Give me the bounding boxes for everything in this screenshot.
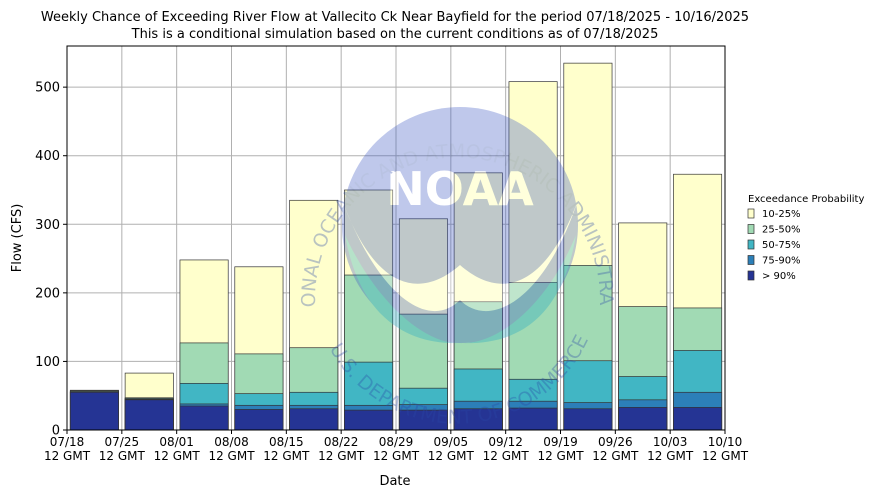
x-tick-label: 10/10 — [708, 435, 743, 449]
bar-segment — [618, 407, 668, 431]
y-tick-label: 0 — [52, 424, 60, 439]
x-tick-label: 12 GMT — [208, 449, 255, 463]
x-tick-label: 12 GMT — [647, 449, 694, 463]
grid — [66, 46, 726, 431]
x-tick-label: 07/18 — [50, 435, 85, 449]
bar-segment — [289, 408, 339, 431]
chart-title: Weekly Chance of Exceeding River Flow at… — [41, 10, 749, 25]
bar-segment — [563, 408, 613, 431]
x-tick-label: 12 GMT — [44, 449, 91, 463]
x-tick-label: 07/25 — [105, 435, 140, 449]
x-tick-label: 08/22 — [324, 435, 359, 449]
x-tick-label: 12 GMT — [154, 449, 201, 463]
x-tick-label: 12 GMT — [373, 449, 420, 463]
legend: Exceedance Probability 10-25% 25-50% 50-75%… — [747, 194, 864, 282]
x-tick-label: 12 GMT — [263, 449, 310, 463]
legend-label: 25-50% — [762, 225, 801, 236]
y-tick-label: 500 — [35, 81, 60, 96]
x-tick-label: 12 GMT — [702, 449, 749, 463]
x-tick-label: 12 GMT — [99, 449, 146, 463]
x-tick-label: 08/08 — [214, 435, 249, 449]
x-tick-label: 10/03 — [653, 435, 688, 449]
x-tick-label: 12 GMT — [428, 449, 475, 463]
bar-segment — [69, 391, 119, 431]
x-tick-label: 12 GMT — [318, 449, 365, 463]
bar-segment — [124, 399, 174, 431]
legend-label: 50-75% — [762, 240, 801, 251]
legend-label: > 90% — [762, 271, 796, 282]
legend-swatch — [747, 239, 755, 250]
legend-label: 10-25% — [762, 209, 801, 220]
legend-swatch — [747, 208, 755, 219]
noaa-logo-circle — [342, 107, 578, 343]
chart-subtitle: This is a conditional simulation based o… — [131, 27, 659, 42]
y-tick-label: 200 — [35, 286, 60, 301]
x-tick-label: 09/19 — [543, 435, 578, 449]
noaa-logo-gull — [342, 200, 578, 312]
x-tick-label: 08/15 — [269, 435, 304, 449]
noaa-logo-text: NOAA — [386, 162, 534, 216]
y-tick-label: 400 — [35, 149, 60, 164]
y-tick-label: 100 — [35, 355, 60, 370]
legend-swatch — [747, 224, 755, 234]
x-tick-label: 09/05 — [434, 435, 469, 449]
legend-swatch — [747, 270, 755, 281]
x-axis-label: Date — [379, 474, 410, 489]
bar-segment — [234, 409, 284, 431]
bars — [69, 62, 723, 431]
legend-swatch — [747, 255, 755, 265]
bar-segment — [673, 407, 723, 431]
x-tick-label: 09/12 — [488, 435, 523, 449]
x-tick-label: 09/26 — [598, 435, 633, 449]
x-tick-label: 08/29 — [379, 435, 414, 449]
y-axis-label: Flow (CFS) — [10, 204, 25, 273]
x-tick-label: 12 GMT — [592, 449, 639, 463]
x-tick-label: 12 GMT — [483, 449, 530, 463]
bar-segment — [344, 409, 394, 431]
y-tick-label: 300 — [35, 218, 60, 233]
bar-segment — [179, 405, 229, 431]
legend-label: 75-90% — [762, 256, 801, 267]
legend-title: Exceedance Probability — [748, 194, 864, 205]
x-tick-label: 08/01 — [159, 435, 194, 449]
x-tick-label: 12 GMT — [537, 449, 584, 463]
